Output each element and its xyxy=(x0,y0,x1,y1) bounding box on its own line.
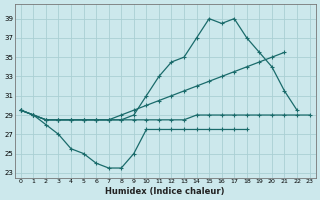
X-axis label: Humidex (Indice chaleur): Humidex (Indice chaleur) xyxy=(106,187,225,196)
